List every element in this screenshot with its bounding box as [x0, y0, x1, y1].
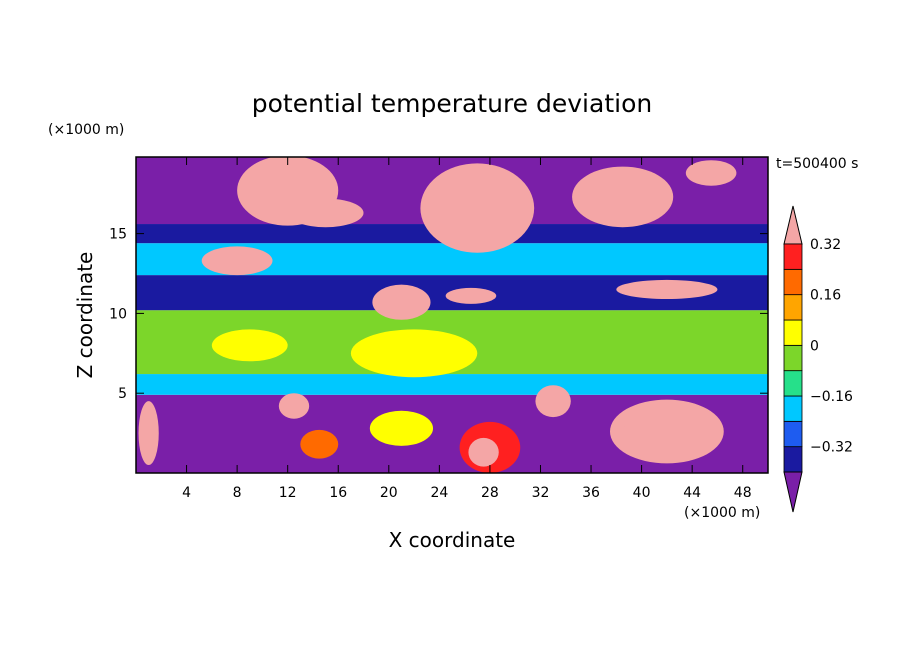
x-tick-label: 44 — [683, 485, 701, 501]
colorbar-tick-label: 0.32 — [810, 237, 841, 253]
plot-frame — [135, 156, 769, 474]
chart-title: potential temperature deviation — [252, 89, 652, 118]
x-axis: 4 8 12 16 20 24 28 32 36 40 44 48 — [182, 157, 752, 501]
field-feature — [622, 412, 674, 458]
colorbar-swatch — [783, 395, 803, 422]
x-tick-label: 20 — [380, 485, 398, 501]
field-feature — [445, 287, 497, 304]
plot-area — [136, 157, 768, 473]
x-tick-label: 32 — [532, 485, 550, 501]
y-tick-label: 5 — [118, 386, 127, 402]
field-feature — [278, 393, 310, 419]
colorbar-tick-label: 0 — [810, 338, 819, 354]
y-axis-label: Z coordinate — [73, 252, 97, 379]
field-feature — [685, 160, 737, 186]
colorbar-tick-label: −0.16 — [810, 389, 853, 405]
field-feature — [535, 385, 571, 418]
x-tick-label: 16 — [329, 485, 347, 501]
x-tick-label: 36 — [582, 485, 600, 501]
field-feature — [420, 163, 535, 253]
colorbar-swatch — [783, 294, 803, 321]
x-tick-label: 48 — [734, 485, 752, 501]
colorbar-swatch — [783, 344, 803, 372]
x-tick-label: 40 — [633, 485, 651, 501]
field-band — [136, 374, 768, 395]
colorbar-swatch — [783, 243, 803, 270]
field-feature — [287, 198, 364, 228]
field-feature — [138, 401, 159, 466]
y-unit-label: (×1000 m) — [48, 122, 124, 138]
y-tick-label: 10 — [109, 306, 127, 322]
field-feature — [201, 246, 273, 276]
field-feature — [350, 329, 478, 378]
colorbar-swatch — [783, 268, 803, 296]
colorbar-swatch — [783, 446, 803, 473]
colorbar-swatch — [783, 420, 803, 448]
field-feature — [372, 284, 431, 320]
field-feature — [211, 329, 288, 362]
y-axis: 5 10 15 — [109, 227, 768, 402]
colorbar-tick-label: −0.32 — [810, 440, 853, 456]
x-tick-label: 28 — [481, 485, 499, 501]
x-axis-label: X coordinate — [389, 528, 516, 552]
colorbar: −0.32 −0.16 0 0.16 0.32 — [783, 205, 853, 513]
x-tick-label: 8 — [233, 485, 242, 501]
y-tick-label: 15 — [109, 227, 127, 243]
colorbar-extend-min — [783, 471, 803, 513]
field-feature — [572, 166, 674, 228]
time-label: t=500400 s — [776, 156, 858, 172]
colorbar-swatch — [783, 370, 803, 397]
x-tick-label: 12 — [279, 485, 297, 501]
x-tick-label: 4 — [182, 485, 191, 501]
field-feature — [468, 437, 499, 467]
field-feature — [300, 429, 339, 459]
x-unit-label: (×1000 m) — [684, 505, 760, 521]
x-tick-label: 24 — [430, 485, 448, 501]
colorbar-tick-label: 0.16 — [810, 288, 841, 304]
field-feature — [616, 279, 718, 300]
colorbar-swatch — [783, 319, 803, 346]
field-feature — [369, 410, 434, 446]
